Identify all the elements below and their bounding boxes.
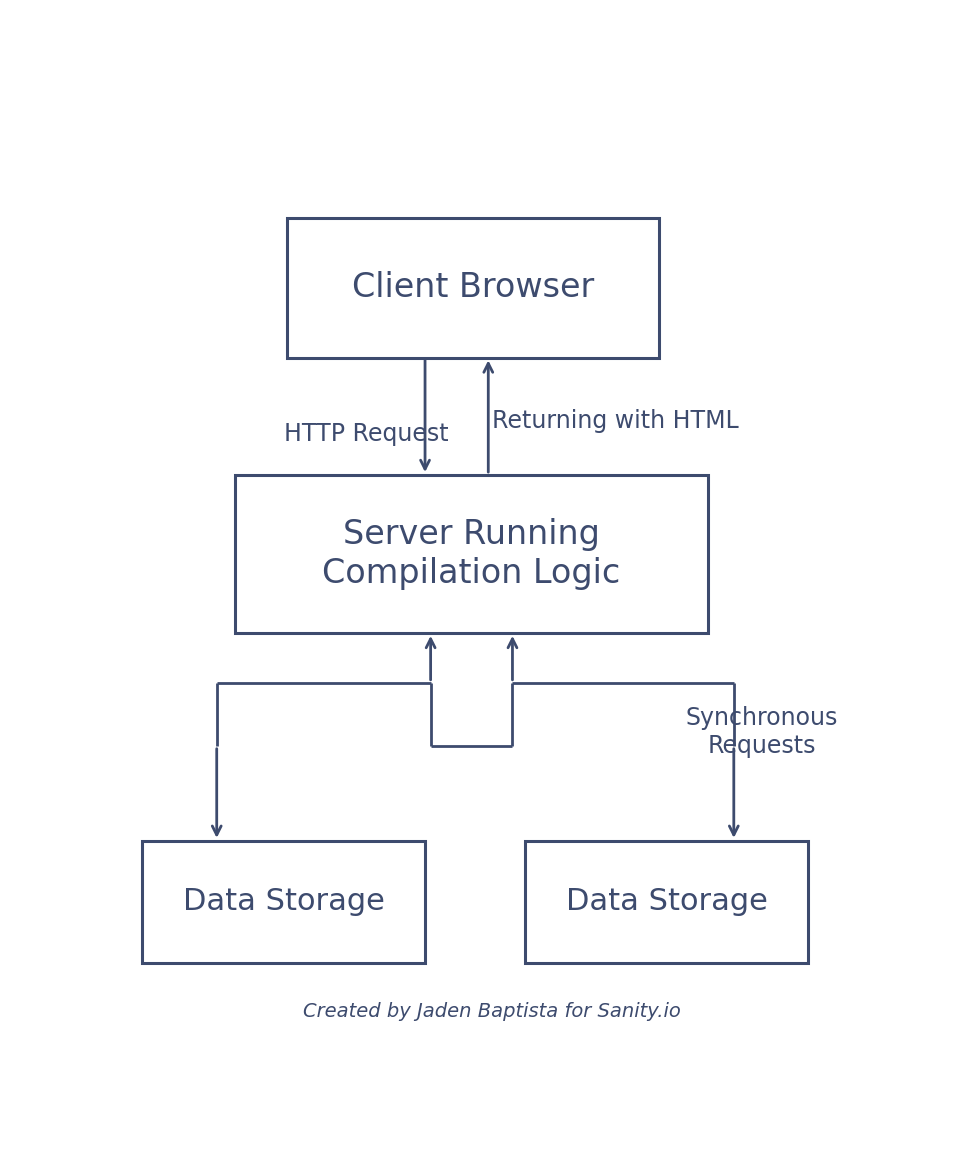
Bar <box>525 841 808 963</box>
Text: HTTP Request: HTTP Request <box>284 422 448 446</box>
Text: Data Storage: Data Storage <box>565 887 768 916</box>
Text: Server Running
Compilation Logic: Server Running Compilation Logic <box>323 518 621 590</box>
Text: Created by Jaden Baptista for Sanity.io: Created by Jaden Baptista for Sanity.io <box>303 1003 681 1022</box>
Text: Data Storage: Data Storage <box>182 887 385 916</box>
Bar <box>287 217 660 358</box>
Text: Synchronous
Requests: Synchronous Requests <box>685 706 838 758</box>
Text: Returning with HTML: Returning with HTML <box>492 408 739 433</box>
Bar <box>235 475 708 633</box>
Text: Client Browser: Client Browser <box>352 271 594 304</box>
Bar <box>142 841 425 963</box>
